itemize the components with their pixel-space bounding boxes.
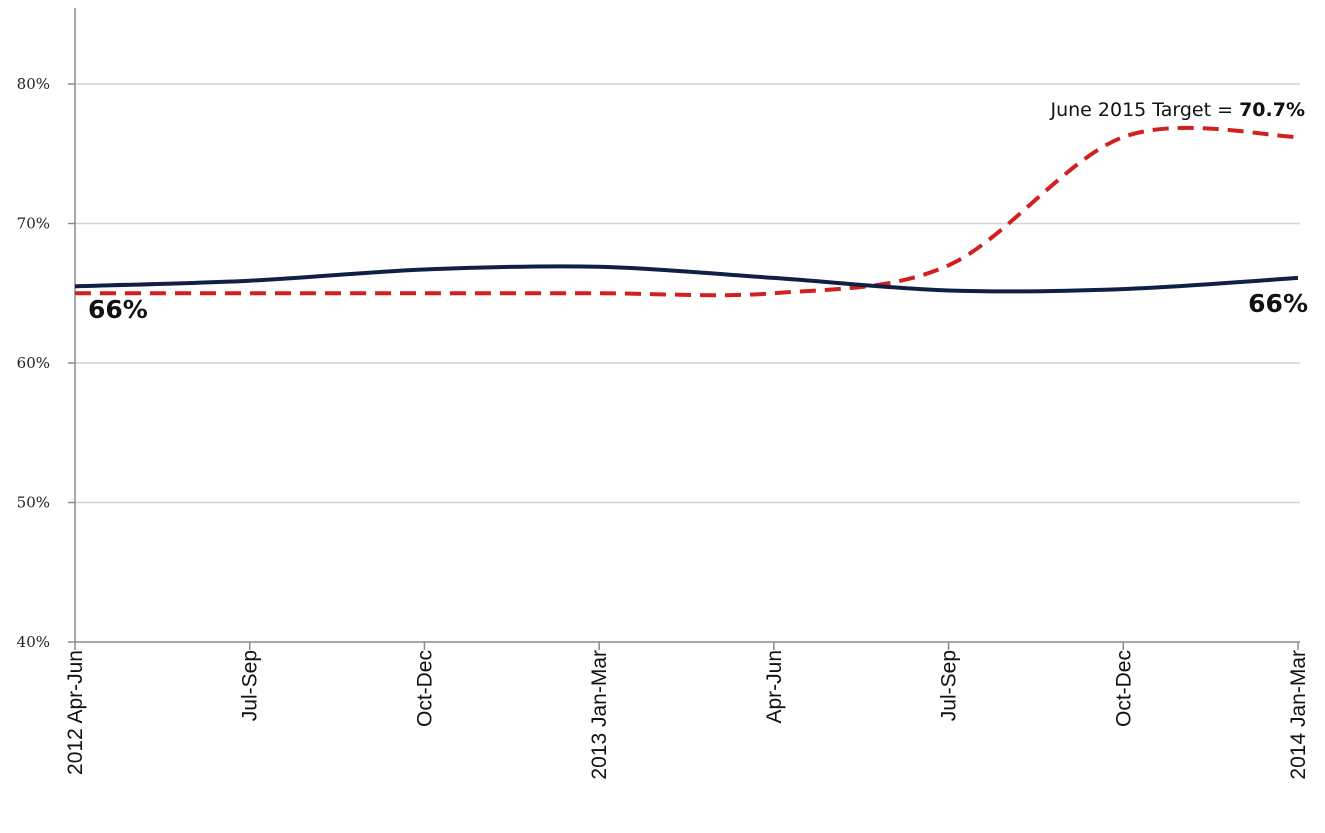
x-tick-label: Jul-Sep [239, 650, 262, 721]
target-annotation: June 2015 Target = 70.7% [1049, 99, 1305, 121]
actual-series-line [74, 264, 1299, 294]
end-value-label: 66% [1248, 289, 1308, 318]
series-lines [74, 125, 1299, 298]
y-tick-label: 50% [17, 494, 50, 512]
y-tick-label: 80% [17, 75, 50, 93]
start-value-label: 66% [88, 295, 148, 324]
x-axis-ticks: 2012 Apr-Jun Jul-Sep Oct-Dec 2013 Jan-Mar Ap… [64, 642, 1310, 780]
target-annotation-value: 70.7% [1239, 99, 1305, 121]
x-tick-label: Apr-Jun [763, 650, 786, 724]
gridlines [75, 83, 1300, 504]
y-axis-ticks: 40% 50% 60% 70% 80% [17, 75, 75, 651]
x-tick-label: 2013 Jan-Mar [588, 650, 611, 780]
x-tick-label: Oct-Dec [1112, 650, 1135, 727]
y-tick-label: 70% [17, 215, 50, 233]
y-tick-label: 60% [17, 354, 50, 372]
x-tick-label: 2014 Jan-Mar [1287, 650, 1310, 780]
x-tick-label: 2012 Apr-Jun [64, 650, 87, 775]
y-tick-label: 40% [17, 633, 50, 651]
x-tick-label: Oct-Dec [413, 650, 436, 727]
x-tick-label: Jul-Sep [938, 650, 961, 721]
target-annotation-prefix: June 2015 Target = [1049, 99, 1239, 121]
